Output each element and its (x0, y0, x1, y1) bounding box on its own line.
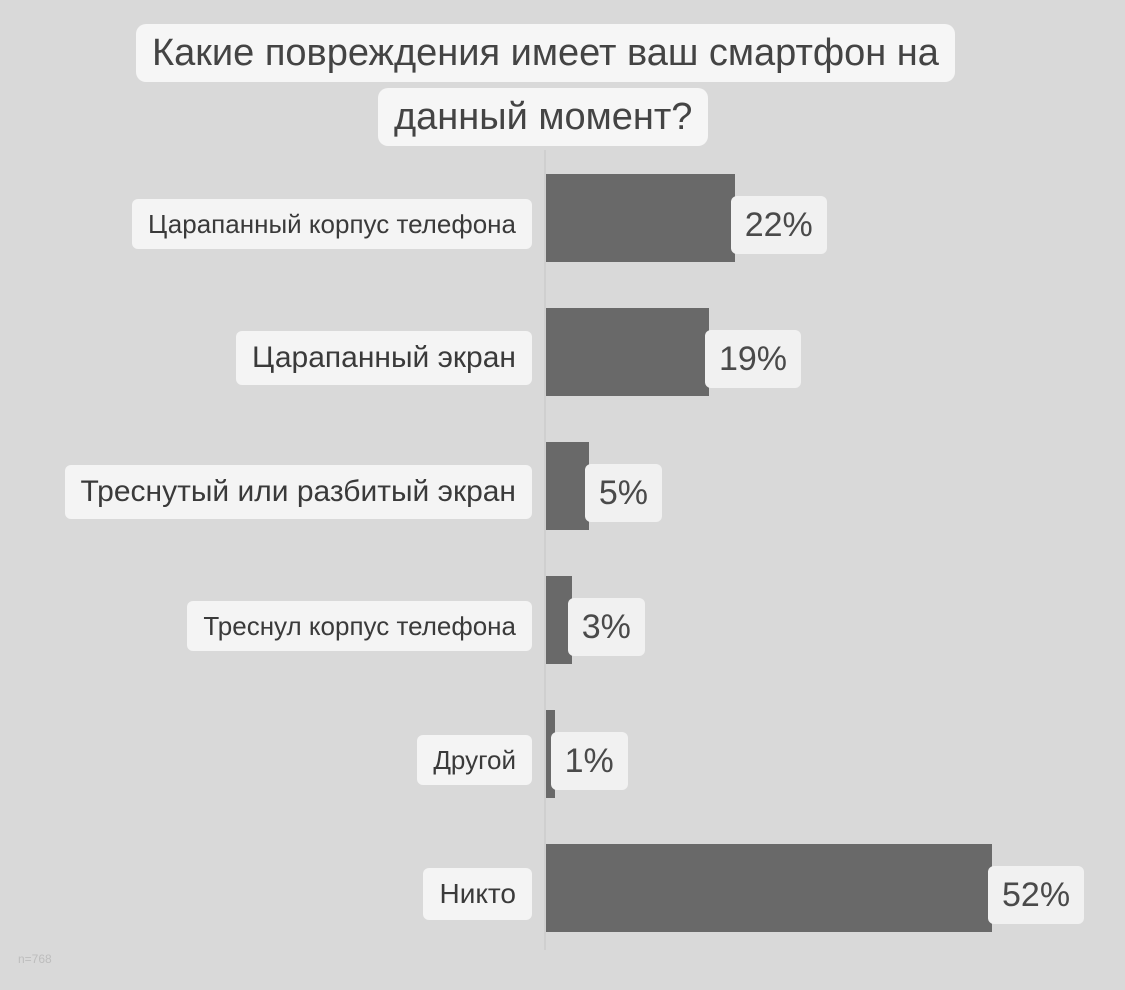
bar (546, 174, 735, 262)
data-label: 22% (730, 196, 827, 254)
bar (546, 442, 589, 530)
sample-size-note: n=768 (18, 952, 52, 966)
chart-title-line-1: Какие повреждения имеет ваш смартфон на (136, 24, 955, 82)
data-label: 52% (988, 866, 1085, 924)
data-label: 1% (550, 732, 628, 790)
y-axis-line (544, 150, 546, 950)
category-label: Треснул корпус телефона (187, 601, 532, 651)
chart-title-line-2: данный момент? (378, 88, 709, 146)
data-label: 3% (567, 598, 645, 656)
bar (546, 844, 992, 932)
category-label: Царапанный экран (236, 331, 532, 385)
category-label: Треснутый или разбитый экран (64, 465, 532, 519)
bar (546, 308, 709, 396)
data-label: 19% (704, 330, 802, 388)
data-label: 5% (584, 464, 663, 522)
category-label: Царапанный корпус телефона (132, 199, 532, 249)
bar (546, 576, 572, 664)
bar (546, 710, 555, 798)
category-label: Другой (417, 735, 532, 785)
category-label: Никто (423, 868, 532, 920)
